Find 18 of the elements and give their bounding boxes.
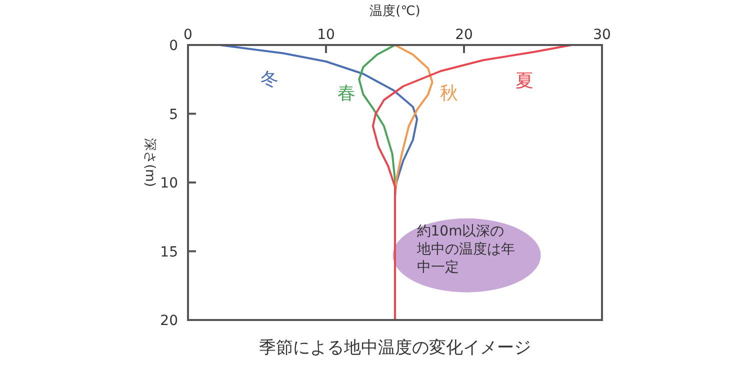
text: 季節による地中温度の変化イメージ [259,338,531,358]
y-tick-label: 0 [169,38,178,54]
x-tick-label: 10 [317,27,335,43]
line-series [372,44,573,321]
x-tick-label: 0 [184,27,192,43]
y-tick-label: 5 [169,106,178,123]
series-label: 夏 [516,70,534,92]
x-tick-label: 30 [593,27,611,43]
series-label: 春 [338,82,356,104]
y-tick-label: 15 [160,244,178,260]
x-axis-title: 温度(℃) [370,3,420,19]
y-tick-label: 10 [160,176,178,192]
series-label: 冬 [260,69,278,90]
x-tick-label: 20 [455,27,473,43]
series-label: 秋 [440,82,458,104]
annotation: 約10m以深の地中の温度は年中一定 [416,223,515,276]
y-axis-title: 深さ(m) [142,138,157,187]
y-tick-label: 20 [160,313,178,329]
